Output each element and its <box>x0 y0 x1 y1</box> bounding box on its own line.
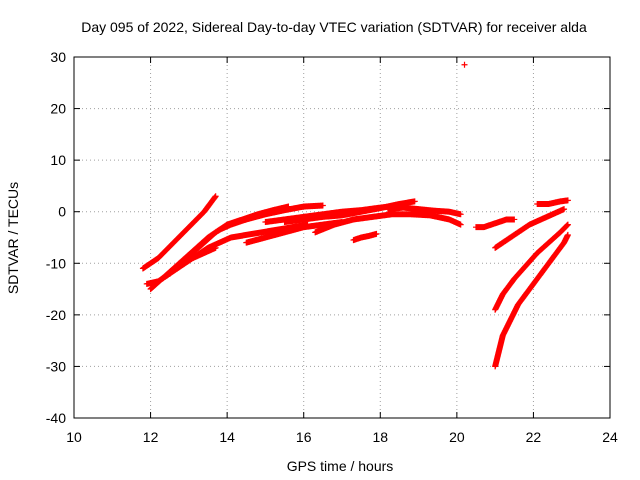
y-tick-label: -30 <box>46 358 66 374</box>
data-series-arc-l <box>473 216 518 231</box>
x-tick-label: 22 <box>526 429 542 445</box>
y-tick-label: -10 <box>46 255 66 271</box>
y-tick-label: 0 <box>58 204 66 220</box>
y-tick-label: 20 <box>50 101 66 117</box>
data-marks <box>312 211 464 236</box>
y-axis-label: SDTVAR / TECUs <box>5 182 21 294</box>
plot-frame <box>73 56 611 419</box>
data-series-arc-i <box>312 211 464 236</box>
data-points <box>139 61 571 370</box>
data-marks <box>492 221 571 313</box>
x-tick-label: 10 <box>66 429 82 445</box>
x-tick-label: 14 <box>219 429 235 445</box>
data-series-arc-h <box>281 198 418 226</box>
y-tick-label: -20 <box>46 307 66 323</box>
data-marks <box>350 230 380 244</box>
y-tick-label: 30 <box>50 49 66 65</box>
x-tick-label: 12 <box>143 429 159 445</box>
data-marks <box>534 197 571 207</box>
chart-title: Day 095 of 2022, Sidereal Day-to-day VTE… <box>81 19 587 35</box>
data-marks <box>159 221 311 282</box>
data-series-arc-j <box>350 230 380 244</box>
data-series-arc-p <box>492 231 571 370</box>
data-marks <box>461 61 468 68</box>
y-tick-label: -40 <box>46 410 66 426</box>
x-tick-label: 18 <box>372 429 388 445</box>
x-axis-label: GPS time / hours <box>287 458 394 474</box>
data-marks <box>384 204 464 218</box>
x-tick-label: 16 <box>296 429 312 445</box>
x-tick-label: 24 <box>602 429 618 445</box>
axis-ticks: 10 12 14 16 18 20 22 24 -40 -30 -20 -10 0 10 20 30 <box>46 49 618 445</box>
y-tick-label: 10 <box>50 152 66 168</box>
data-series-arc-n <box>534 197 571 207</box>
data-series-outlier <box>461 61 468 68</box>
data-series-arc-o <box>492 221 571 313</box>
data-series-arc-e <box>159 221 311 282</box>
data-series-arc-m <box>492 206 568 251</box>
data-marks <box>473 216 518 231</box>
grid-lines <box>74 57 610 418</box>
data-marks <box>281 198 418 226</box>
x-tick-label: 20 <box>449 429 465 445</box>
data-series-arc-k <box>384 204 464 218</box>
data-marks <box>139 193 219 272</box>
data-marks <box>492 206 568 251</box>
data-series-arc-a <box>139 193 219 272</box>
data-marks <box>492 231 571 370</box>
